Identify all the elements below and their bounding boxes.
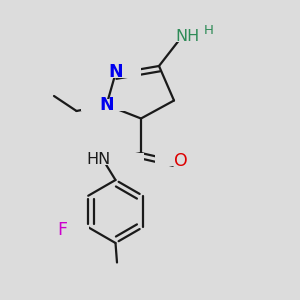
Bar <box>81 99 132 111</box>
Bar <box>155 155 206 166</box>
Text: F: F <box>58 221 68 239</box>
Text: HN: HN <box>86 152 110 166</box>
Bar <box>52 153 145 165</box>
Bar <box>141 31 234 42</box>
Text: H: H <box>204 23 213 37</box>
Bar <box>37 224 88 236</box>
Bar <box>90 66 141 78</box>
Text: NH: NH <box>176 29 200 44</box>
Text: O: O <box>174 152 188 169</box>
Text: N: N <box>99 96 114 114</box>
Text: N: N <box>108 63 123 81</box>
